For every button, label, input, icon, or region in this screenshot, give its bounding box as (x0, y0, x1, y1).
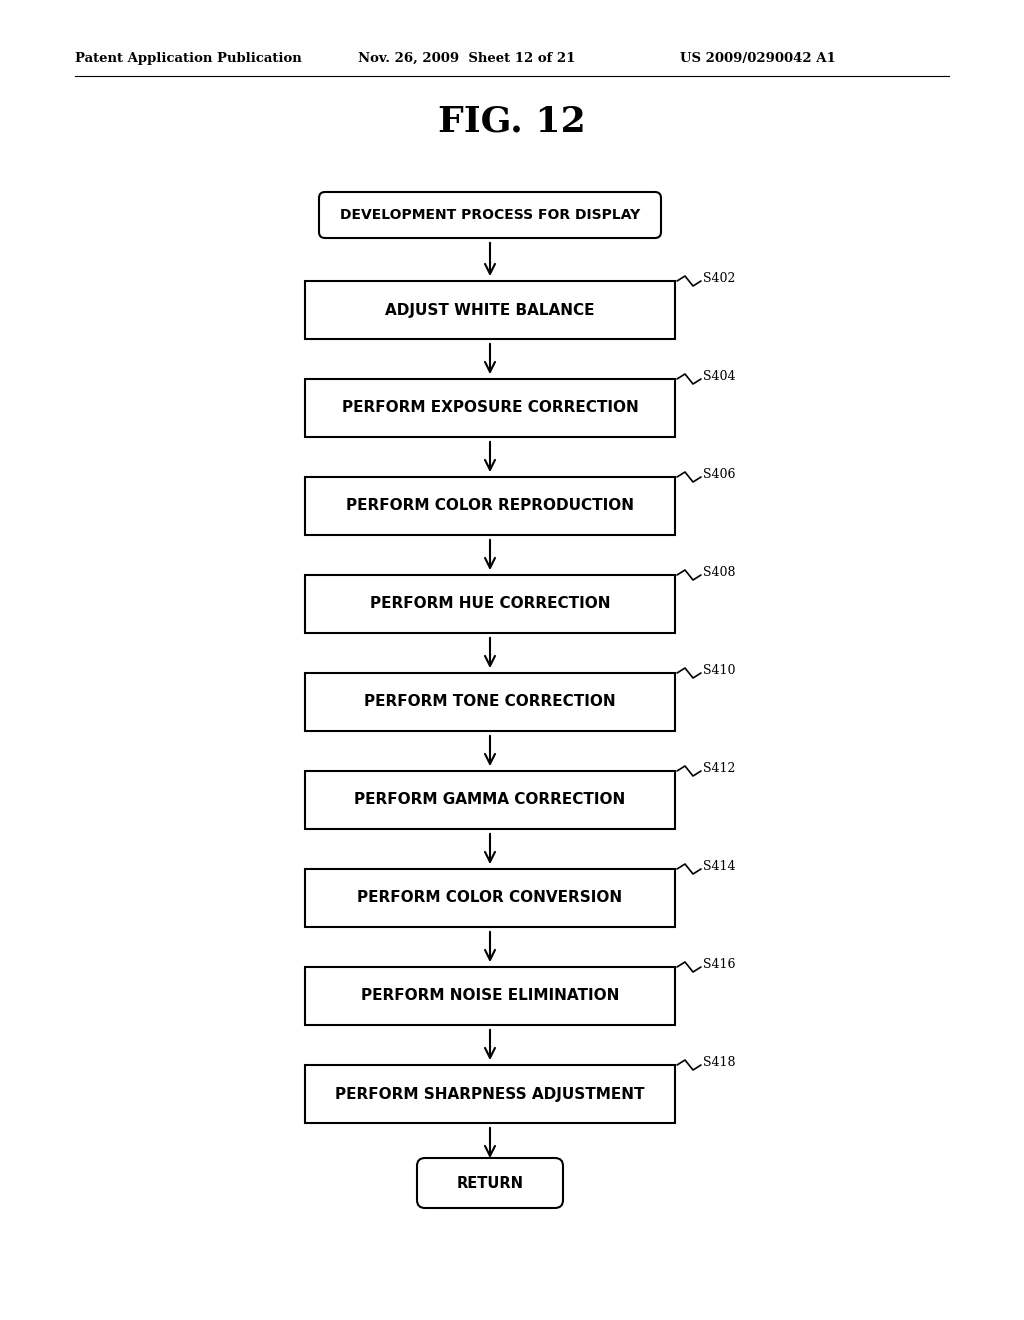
Text: S414: S414 (703, 861, 735, 874)
Bar (305, 968, 675, 1026)
Bar (305, 477, 675, 535)
Text: S402: S402 (703, 272, 735, 285)
Bar (305, 1065, 675, 1123)
Text: S412: S412 (703, 763, 735, 776)
Text: PERFORM EXPOSURE CORRECTION: PERFORM EXPOSURE CORRECTION (342, 400, 638, 416)
FancyBboxPatch shape (319, 191, 662, 238)
Text: Nov. 26, 2009  Sheet 12 of 21: Nov. 26, 2009 Sheet 12 of 21 (358, 51, 575, 65)
Text: Patent Application Publication: Patent Application Publication (75, 51, 302, 65)
Text: S410: S410 (703, 664, 735, 677)
Text: PERFORM GAMMA CORRECTION: PERFORM GAMMA CORRECTION (354, 792, 626, 808)
Text: PERFORM NOISE ELIMINATION: PERFORM NOISE ELIMINATION (360, 989, 620, 1003)
Text: ADJUST WHITE BALANCE: ADJUST WHITE BALANCE (385, 302, 595, 318)
Bar (305, 379, 675, 437)
Bar (305, 576, 675, 634)
Text: DEVELOPMENT PROCESS FOR DISPLAY: DEVELOPMENT PROCESS FOR DISPLAY (340, 209, 640, 222)
Text: S418: S418 (703, 1056, 735, 1069)
Bar (305, 771, 675, 829)
Text: PERFORM SHARPNESS ADJUSTMENT: PERFORM SHARPNESS ADJUSTMENT (335, 1086, 645, 1101)
Bar (305, 281, 675, 339)
Text: PERFORM TONE CORRECTION: PERFORM TONE CORRECTION (365, 694, 615, 710)
Text: US 2009/0290042 A1: US 2009/0290042 A1 (680, 51, 836, 65)
FancyBboxPatch shape (417, 1158, 563, 1208)
Text: S406: S406 (703, 469, 735, 482)
Bar (305, 673, 675, 731)
Bar (305, 869, 675, 927)
Text: PERFORM COLOR CONVERSION: PERFORM COLOR CONVERSION (357, 891, 623, 906)
Text: S416: S416 (703, 958, 735, 972)
Text: S404: S404 (703, 371, 735, 384)
Text: S408: S408 (703, 566, 735, 579)
Text: PERFORM HUE CORRECTION: PERFORM HUE CORRECTION (370, 597, 610, 611)
Text: FIG. 12: FIG. 12 (438, 106, 586, 139)
Text: PERFORM COLOR REPRODUCTION: PERFORM COLOR REPRODUCTION (346, 499, 634, 513)
Text: RETURN: RETURN (457, 1176, 523, 1191)
